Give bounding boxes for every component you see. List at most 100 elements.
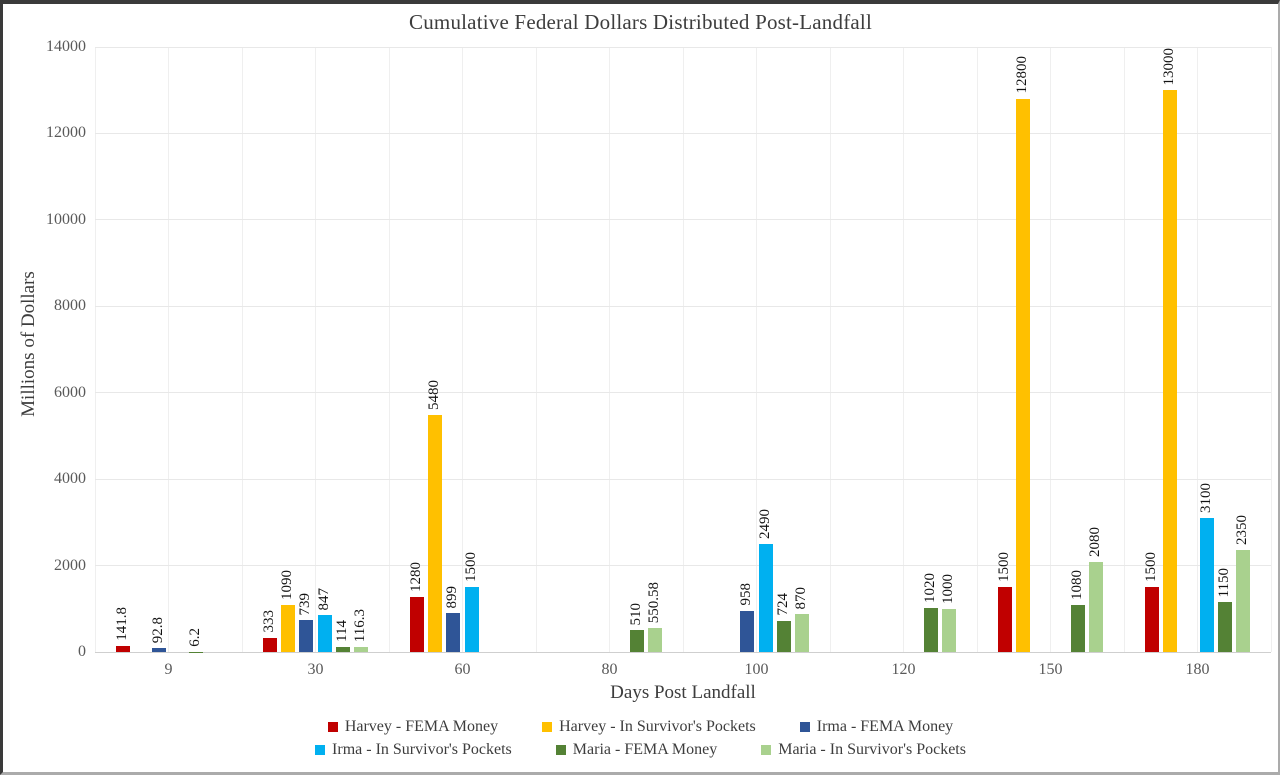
bar xyxy=(446,613,461,652)
bar xyxy=(354,647,369,652)
gridline-horizontal xyxy=(95,392,1271,394)
bar xyxy=(758,544,773,652)
legend-item: Maria - FEMA Money xyxy=(555,741,718,759)
legend-label: Maria - In Survivor's Pockets xyxy=(778,741,966,758)
legend-label: Irma - In Survivor's Pockets xyxy=(332,741,512,758)
legend-row: Harvey - FEMA Money Harvey - In Survivor'… xyxy=(327,718,954,736)
gridline-vertical xyxy=(241,47,243,652)
gridline-vertical xyxy=(168,47,169,652)
gridline-vertical xyxy=(829,47,831,652)
y-tick-label: 2000 xyxy=(54,556,86,574)
bar xyxy=(317,615,332,652)
gridline-vertical xyxy=(1050,47,1051,652)
legend-color-swatch xyxy=(327,722,338,732)
gridline-horizontal xyxy=(95,478,1271,480)
y-tick-label: 10000 xyxy=(46,210,86,228)
legend-color-swatch xyxy=(542,722,553,732)
gridline-horizontal xyxy=(95,305,1271,307)
legend-label: Maria - FEMA Money xyxy=(572,741,718,758)
gridline-vertical xyxy=(609,47,610,652)
bar-value-label: 1500 xyxy=(995,552,1012,583)
bar-value-label: 13000 xyxy=(1160,47,1177,86)
bar-value-label: 1090 xyxy=(278,569,295,600)
bar-value-label: 12800 xyxy=(1013,56,1030,94)
gridline-vertical xyxy=(1123,47,1125,652)
x-tick-label: 30 xyxy=(307,661,324,678)
bar-value-label: 958 xyxy=(738,583,755,606)
bar xyxy=(336,647,351,652)
bar-value-label: 1500 xyxy=(462,552,479,583)
y-tick-label: 6000 xyxy=(54,383,86,401)
gridline-horizontal xyxy=(95,219,1271,221)
bar-value-label: 1280 xyxy=(407,561,424,592)
x-tick-label: 150 xyxy=(1038,661,1063,678)
bar xyxy=(1162,90,1177,652)
bar-value-label: 847 xyxy=(315,587,332,611)
legend-item: Irma - FEMA Money xyxy=(799,718,954,736)
bar-value-label: 116.3 xyxy=(352,608,369,642)
gridline-horizontal xyxy=(95,565,1271,567)
bar xyxy=(280,604,295,652)
y-tick-label: 14000 xyxy=(46,38,86,55)
bar xyxy=(740,610,755,652)
gridline-vertical xyxy=(756,47,757,652)
x-tick-label: 100 xyxy=(744,661,769,678)
bar-value-label: 2490 xyxy=(756,509,773,540)
gridline-vertical xyxy=(682,47,684,652)
bar xyxy=(1144,587,1159,652)
bar-value-label: 510 xyxy=(628,602,645,626)
bar xyxy=(299,620,314,652)
x-tick-label: 60 xyxy=(454,661,471,678)
gridline-vertical xyxy=(315,47,316,652)
bar-value-label: 899 xyxy=(444,585,461,609)
legend-item: Maria - In Survivor's Pockets xyxy=(761,741,966,759)
bar xyxy=(427,415,442,652)
legend-color-swatch xyxy=(799,722,810,732)
bar-value-label: 92.8 xyxy=(150,616,167,643)
bar-value-label: 724 xyxy=(775,593,792,616)
y-tick-label: 0 xyxy=(78,643,86,660)
legend-color-swatch xyxy=(555,745,566,755)
bar-value-label: 2080 xyxy=(1087,527,1104,558)
bar-value-label: 550.58 xyxy=(646,581,663,624)
gridline-horizontal xyxy=(95,46,1271,48)
bar xyxy=(409,596,424,652)
bar xyxy=(777,620,792,652)
bar-value-label: 141.8 xyxy=(113,607,130,641)
bar xyxy=(1236,550,1251,652)
x-tick-label: 80 xyxy=(601,661,618,678)
x-axis-line xyxy=(95,651,1271,653)
x-axis-title: Days Post Landfall xyxy=(610,682,756,703)
bar xyxy=(942,608,957,652)
bar-value-label: 870 xyxy=(793,586,810,610)
bar xyxy=(997,587,1012,652)
bar-value-label: 1080 xyxy=(1069,570,1086,601)
gridline-vertical xyxy=(903,47,904,652)
y-tick-label: 8000 xyxy=(54,297,86,315)
bar-value-label: 333 xyxy=(260,610,277,633)
gridline-vertical xyxy=(1197,47,1198,652)
gridline-horizontal xyxy=(95,132,1271,134)
gridline-vertical xyxy=(388,47,390,652)
y-tick-label: 4000 xyxy=(54,470,86,488)
legend-row: Irma - In Survivor's Pockets Maria - FEMA… xyxy=(315,741,966,759)
legend-color-swatch xyxy=(761,745,772,755)
bar-value-label: 739 xyxy=(297,592,314,616)
legend-item: Harvey - In Survivor's Pockets xyxy=(542,718,756,736)
bar xyxy=(1071,605,1086,652)
bar xyxy=(924,607,939,652)
bar-value-label: 1020 xyxy=(922,572,939,603)
bar xyxy=(630,630,645,652)
bar xyxy=(115,645,130,652)
gridline-vertical xyxy=(462,47,463,652)
legend: Harvey - FEMA Money Harvey - In Survivor'… xyxy=(3,718,1278,759)
bar xyxy=(795,614,810,652)
gridline-vertical xyxy=(1270,47,1272,652)
legend-label: Irma - FEMA Money xyxy=(816,718,954,735)
bar-value-label: 6.2 xyxy=(187,627,204,647)
bar-value-label: 3100 xyxy=(1197,483,1214,513)
gridline-vertical xyxy=(535,47,537,652)
chart-title: Cumulative Federal Dollars Distributed P… xyxy=(409,10,872,34)
legend-color-swatch xyxy=(315,745,326,755)
